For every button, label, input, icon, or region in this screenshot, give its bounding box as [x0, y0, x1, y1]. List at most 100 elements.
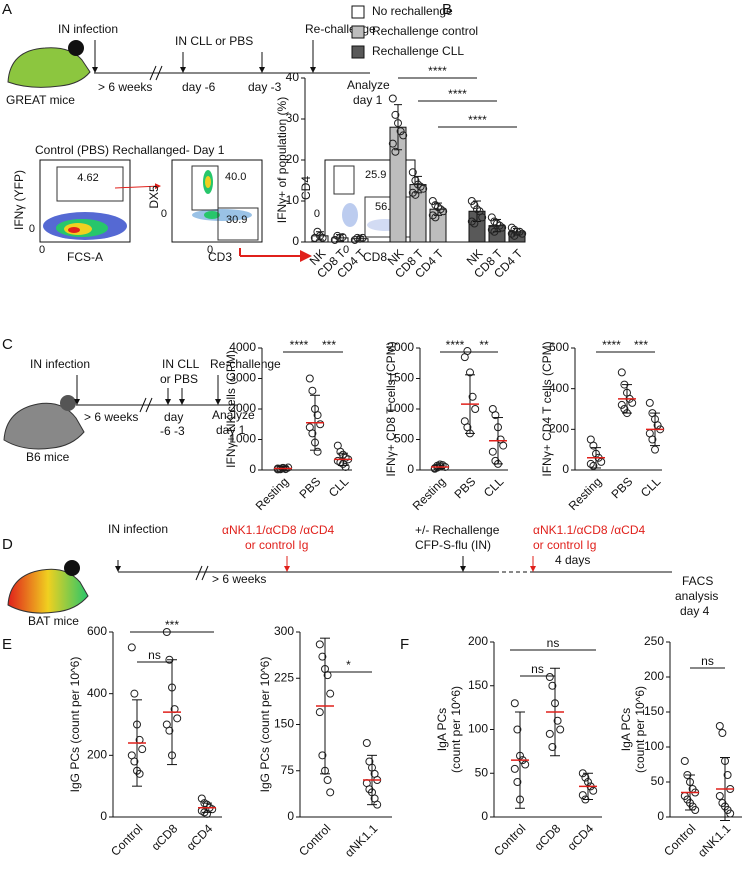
density	[342, 203, 358, 227]
tick-label: 0	[343, 244, 349, 256]
axis-break	[149, 65, 163, 81]
data-point	[341, 462, 350, 471]
y-tick-label: 0	[292, 234, 299, 248]
data-point	[491, 411, 500, 420]
data-point	[556, 725, 565, 734]
y-axis-label: (count per 10^6)	[449, 686, 463, 773]
data-point	[315, 640, 324, 649]
data-point	[362, 739, 371, 747]
data-point	[723, 771, 732, 779]
data-point	[315, 708, 324, 717]
legend-swatch	[351, 25, 365, 39]
data-point	[411, 176, 420, 185]
data-point	[468, 392, 477, 401]
y-tick-label: 1000	[387, 401, 414, 415]
y-tick-label: 225	[274, 670, 294, 684]
data-point	[513, 227, 521, 236]
data-point	[510, 699, 519, 708]
y-axis-label: IgG PCs (count per 10^6)	[258, 657, 272, 793]
label: IN CLL or PBS	[175, 34, 253, 48]
data-point	[436, 205, 445, 214]
y-tick-label: 10	[286, 193, 300, 207]
panel-label: D	[2, 536, 13, 553]
data-point	[490, 227, 499, 236]
tick-label: 0	[29, 223, 35, 235]
data-point	[431, 213, 440, 222]
schematic-a: IN infection > 6 weeks IN CLL or PBS day…	[6, 22, 390, 107]
flow-frame	[39, 159, 131, 243]
label: Re-challenge	[305, 22, 376, 36]
label: αNK1.1/αCD8 /αCD4	[222, 523, 335, 537]
data-point	[578, 791, 587, 800]
data-point	[518, 229, 527, 238]
gate-value: 40.0	[225, 171, 246, 183]
data-point	[326, 788, 335, 797]
legend-swatch	[351, 5, 365, 19]
data-point	[431, 201, 440, 210]
y-tick-label: 200	[644, 669, 664, 683]
label: FACS	[682, 574, 713, 588]
data-point	[488, 447, 497, 456]
gate	[191, 165, 219, 211]
label: IN infection	[108, 522, 168, 536]
label: or control Ig	[533, 538, 596, 552]
x-tick-label: αCD8	[149, 821, 181, 853]
density	[205, 176, 211, 188]
significance-label: ****	[602, 338, 621, 352]
data-point	[515, 227, 524, 236]
data-point	[408, 168, 417, 177]
y-tick-label: 500	[394, 432, 414, 446]
x-tick-label: Resting	[566, 474, 605, 513]
data-point	[648, 435, 657, 444]
tick-label: 0	[207, 244, 213, 256]
label: αNK1.1/αCD8 /αCD4	[533, 523, 646, 537]
data-point	[510, 764, 519, 773]
significance-label: ns	[531, 662, 544, 676]
significance-label: ns	[547, 636, 560, 650]
y-tick-label: 2000	[229, 401, 256, 415]
data-point	[521, 760, 530, 769]
y-tick-label: 50	[651, 774, 665, 788]
data-point	[467, 217, 476, 226]
y-tick-label: 0	[562, 462, 569, 476]
data-point	[715, 792, 724, 800]
data-point	[388, 94, 397, 103]
gate	[217, 207, 259, 241]
mouse-icon	[3, 402, 85, 450]
data-point	[434, 203, 442, 212]
y-tick-label: 400	[87, 686, 107, 700]
y-tick-label: 150	[274, 717, 294, 731]
axis-label: DX5	[147, 185, 161, 209]
significance-label: ****	[290, 338, 309, 352]
data-point	[135, 769, 144, 778]
data-point	[617, 368, 626, 377]
data-point	[165, 726, 174, 735]
y-axis-label: (count per 10^6)	[633, 686, 647, 773]
data-point	[513, 778, 522, 786]
x-tick-label: αCD4	[184, 821, 216, 853]
data-point	[510, 231, 519, 240]
data-point	[330, 235, 339, 244]
data-point	[130, 689, 139, 698]
data-point	[510, 225, 519, 234]
label: IN infection	[30, 357, 90, 371]
data-point	[545, 673, 554, 681]
y-tick-label: 100	[644, 739, 664, 753]
legend-swatch	[351, 45, 365, 59]
data-point	[463, 347, 472, 356]
y-tick-label: 20	[286, 152, 300, 166]
significance-label: ****	[428, 64, 447, 78]
data-point	[487, 213, 496, 222]
gate	[56, 166, 124, 202]
axis-label: CD4	[299, 176, 313, 200]
axis-label: CD8	[363, 250, 387, 264]
significance-label: ***	[634, 338, 648, 352]
label: > 6 weeks	[84, 410, 138, 424]
data-point	[138, 745, 147, 754]
data-point	[127, 643, 136, 652]
significance-label: ***	[322, 338, 336, 352]
significance-label: ****	[446, 338, 465, 352]
gate-value: 4.62	[77, 172, 98, 184]
data-point	[326, 689, 335, 698]
label: Analyze	[347, 78, 390, 92]
